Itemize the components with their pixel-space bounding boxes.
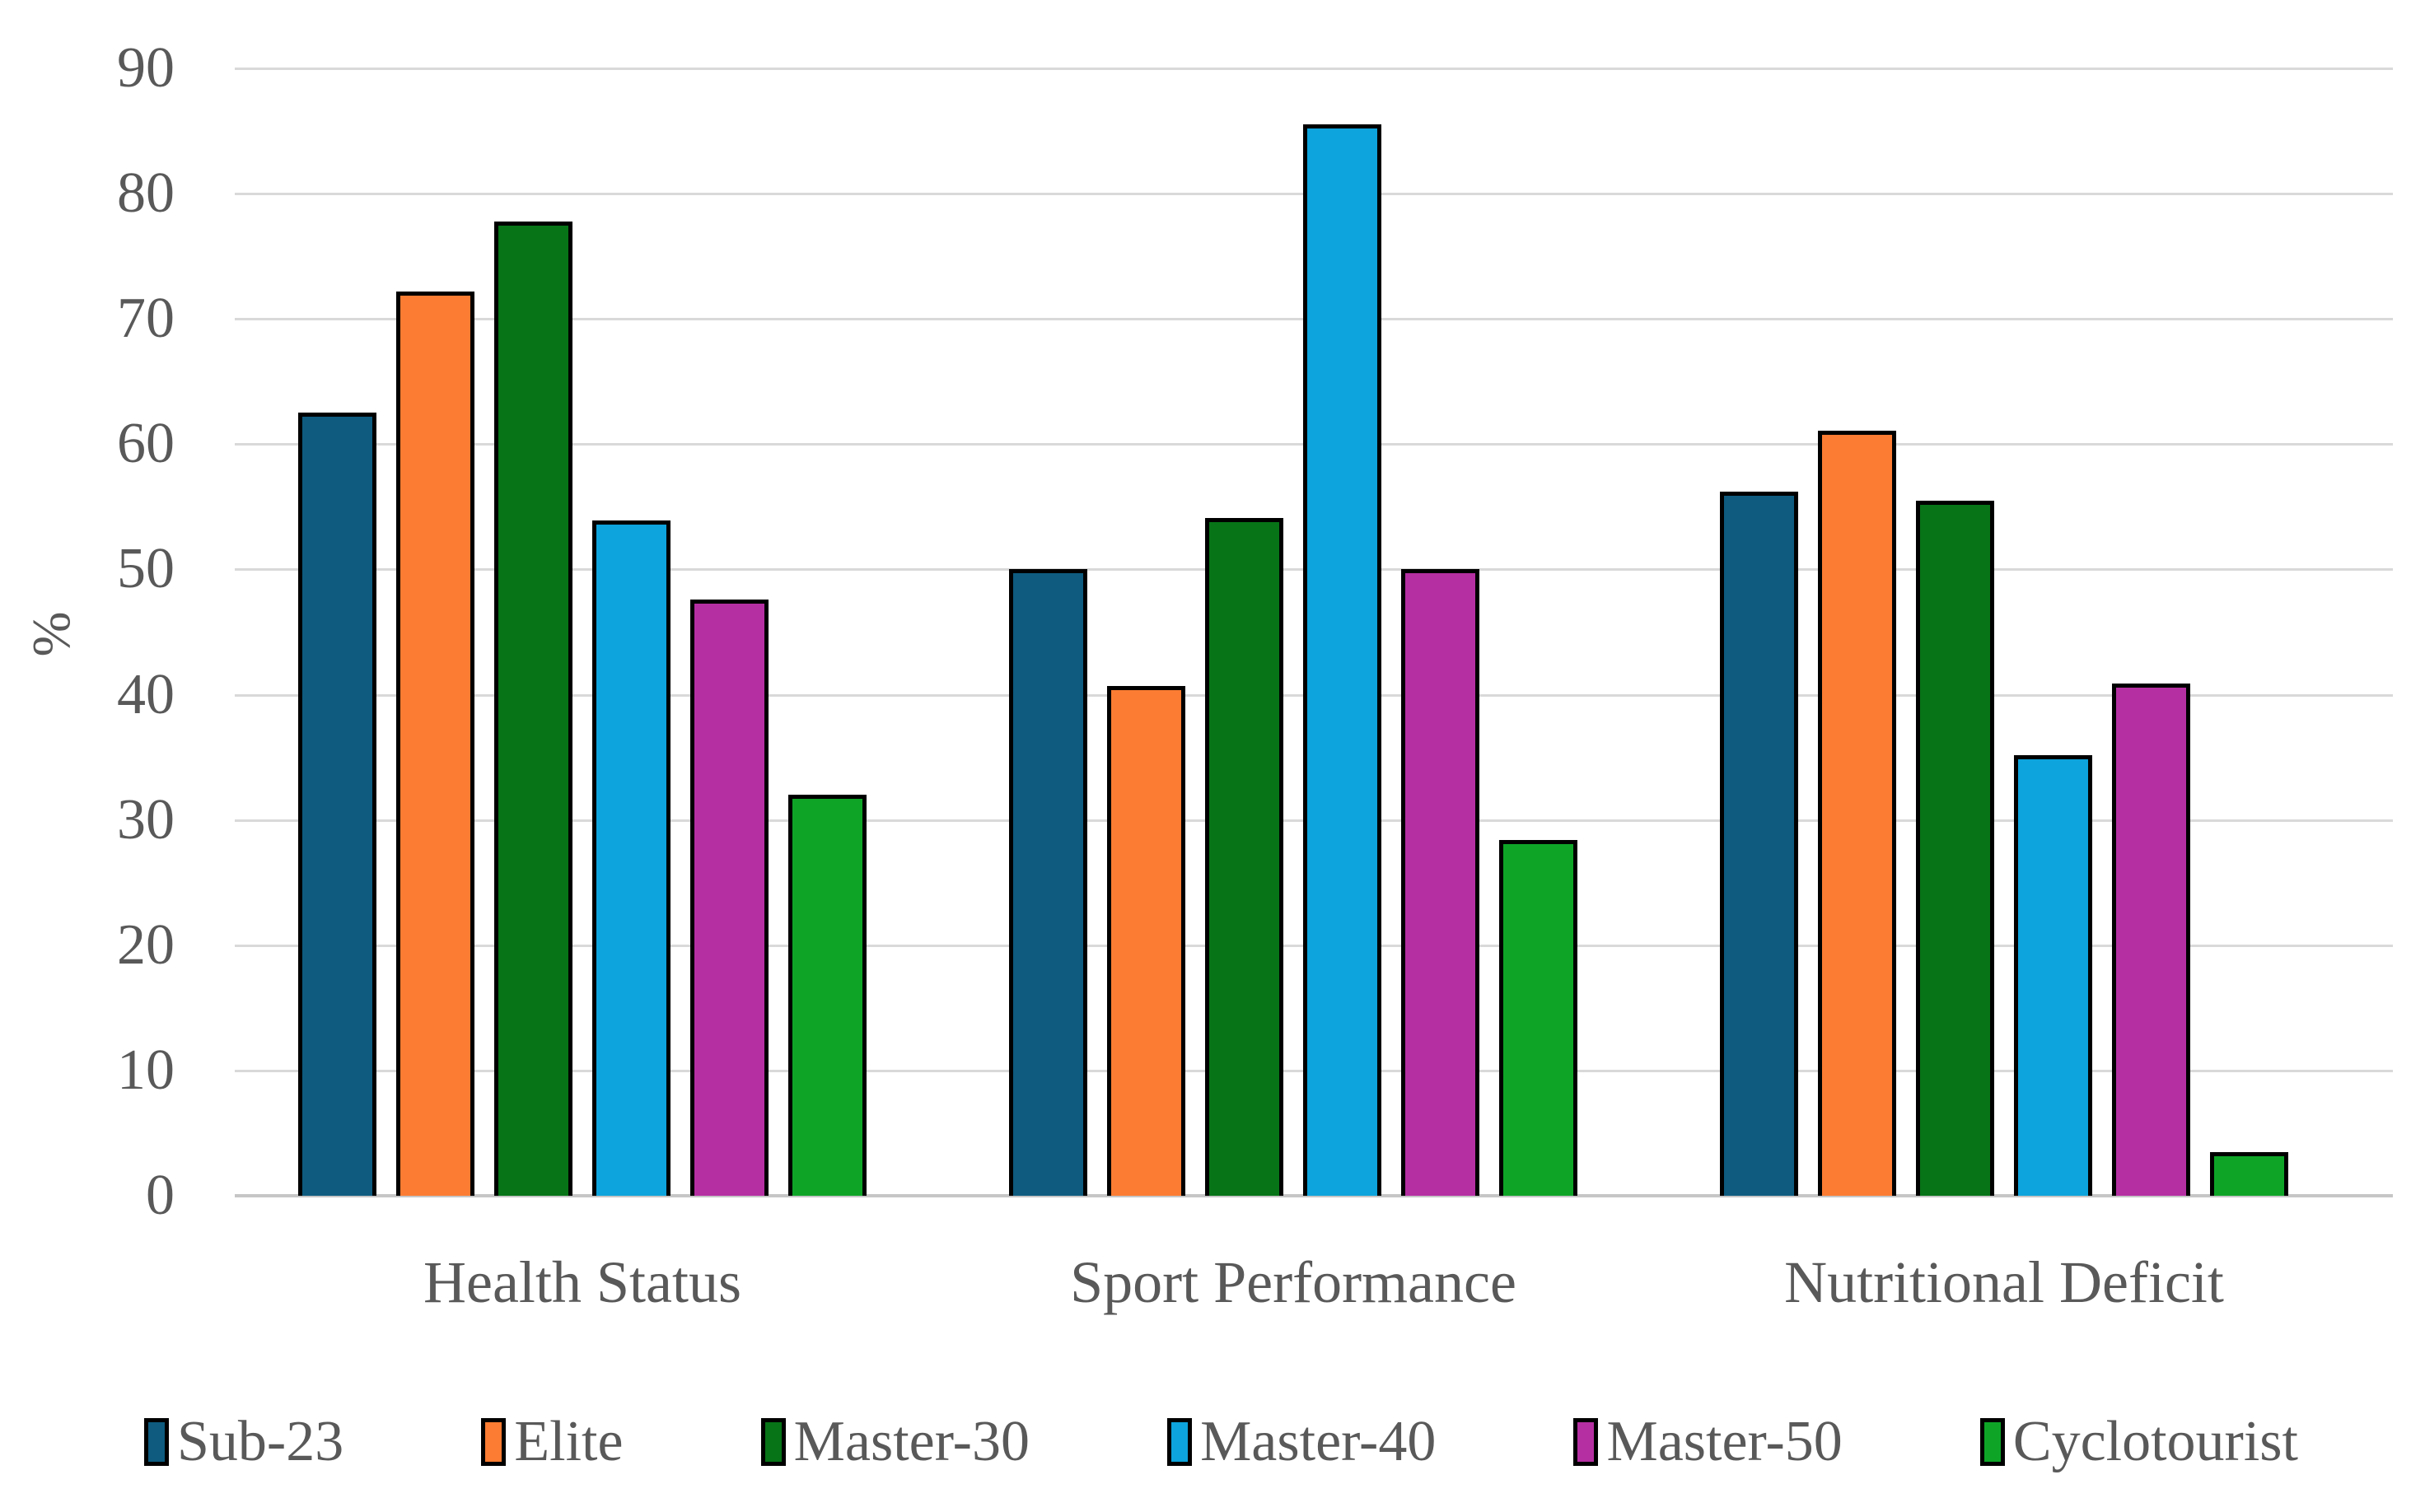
bar-master-50-nutritional-deficit xyxy=(2112,683,2190,1196)
legend: Sub-23 Elite Master-30 Master-40 Master-50 Cy… xyxy=(144,1397,2298,1487)
x-axis-line xyxy=(235,1194,2393,1197)
y-tick-label-60: 60 xyxy=(117,412,175,476)
category-label-nutritional-deficit: Nutritional Deficit xyxy=(1784,1249,2224,1315)
y-tick-label-0: 0 xyxy=(146,1164,175,1227)
bar-master-50-health-status xyxy=(690,599,769,1196)
y-tick-label-70: 70 xyxy=(117,287,175,351)
bar-master-50-sport-performance xyxy=(1401,569,1479,1196)
bar-elite-nutritional-deficit xyxy=(1818,430,1896,1196)
legend-swatch-cyclotourist xyxy=(1979,1418,2005,1466)
legend-swatch-master-30 xyxy=(760,1418,786,1466)
legend-label-sub-23: Sub-23 xyxy=(177,1410,344,1473)
legend-item-master-50: Master-50 xyxy=(1573,1409,1843,1475)
legend-swatch-master-40 xyxy=(1167,1418,1193,1466)
bar-cyclotourist-sport-performance xyxy=(1499,840,1577,1196)
legend-swatch-sub-23 xyxy=(144,1418,169,1466)
bar-master-30-sport-performance xyxy=(1205,518,1283,1196)
bar-cyclotourist-nutritional-deficit xyxy=(2210,1151,2288,1196)
legend-label-cyclotourist: Cyclotourist xyxy=(2012,1410,2298,1473)
bar-master-30-nutritional-deficit xyxy=(1916,500,1994,1196)
gridline-90 xyxy=(235,68,2393,70)
legend-label-elite: Elite xyxy=(514,1410,624,1473)
legend-label-master-40: Master-40 xyxy=(1200,1410,1437,1473)
legend-item-elite: Elite xyxy=(481,1409,624,1475)
bar-sub-23-health-status xyxy=(298,413,376,1196)
legend-swatch-master-50 xyxy=(1573,1418,1599,1466)
legend-label-master-50: Master-50 xyxy=(1606,1410,1843,1473)
bar-master-40-health-status xyxy=(592,520,670,1196)
bar-elite-health-status xyxy=(396,291,474,1196)
bar-master-40-sport-performance xyxy=(1303,124,1381,1196)
bar-sub-23-sport-performance xyxy=(1009,569,1087,1196)
legend-item-master-30: Master-30 xyxy=(760,1409,1030,1475)
y-tick-label-20: 20 xyxy=(117,912,175,977)
bar-sub-23-nutritional-deficit xyxy=(1720,492,1798,1196)
y-tick-label-90: 90 xyxy=(117,36,175,100)
bar-cyclotourist-health-status xyxy=(788,795,867,1196)
y-tick-label-80: 80 xyxy=(117,161,175,226)
y-axis-tick-labels: 0 10 20 30 40 50 60 70 80 90 xyxy=(0,0,175,1512)
category-label-health-status: Health Status xyxy=(423,1249,741,1315)
y-tick-label-10: 10 xyxy=(117,1038,175,1102)
legend-item-cyclotourist: Cyclotourist xyxy=(1979,1409,2298,1475)
legend-label-master-30: Master-30 xyxy=(793,1410,1030,1473)
bar-master-40-nutritional-deficit xyxy=(2014,754,2092,1196)
plot-area xyxy=(235,68,2393,1197)
y-tick-label-50: 50 xyxy=(117,537,175,601)
bar-elite-sport-performance xyxy=(1107,685,1185,1196)
category-label-sport-performance: Sport Performance xyxy=(1070,1249,1516,1315)
legend-item-sub-23: Sub-23 xyxy=(144,1409,343,1475)
legend-item-master-40: Master-40 xyxy=(1167,1409,1436,1475)
bar-master-30-health-status xyxy=(494,221,572,1196)
y-tick-label-30: 30 xyxy=(117,787,175,852)
legend-swatch-elite xyxy=(481,1418,507,1466)
y-tick-label-40: 40 xyxy=(117,662,175,726)
